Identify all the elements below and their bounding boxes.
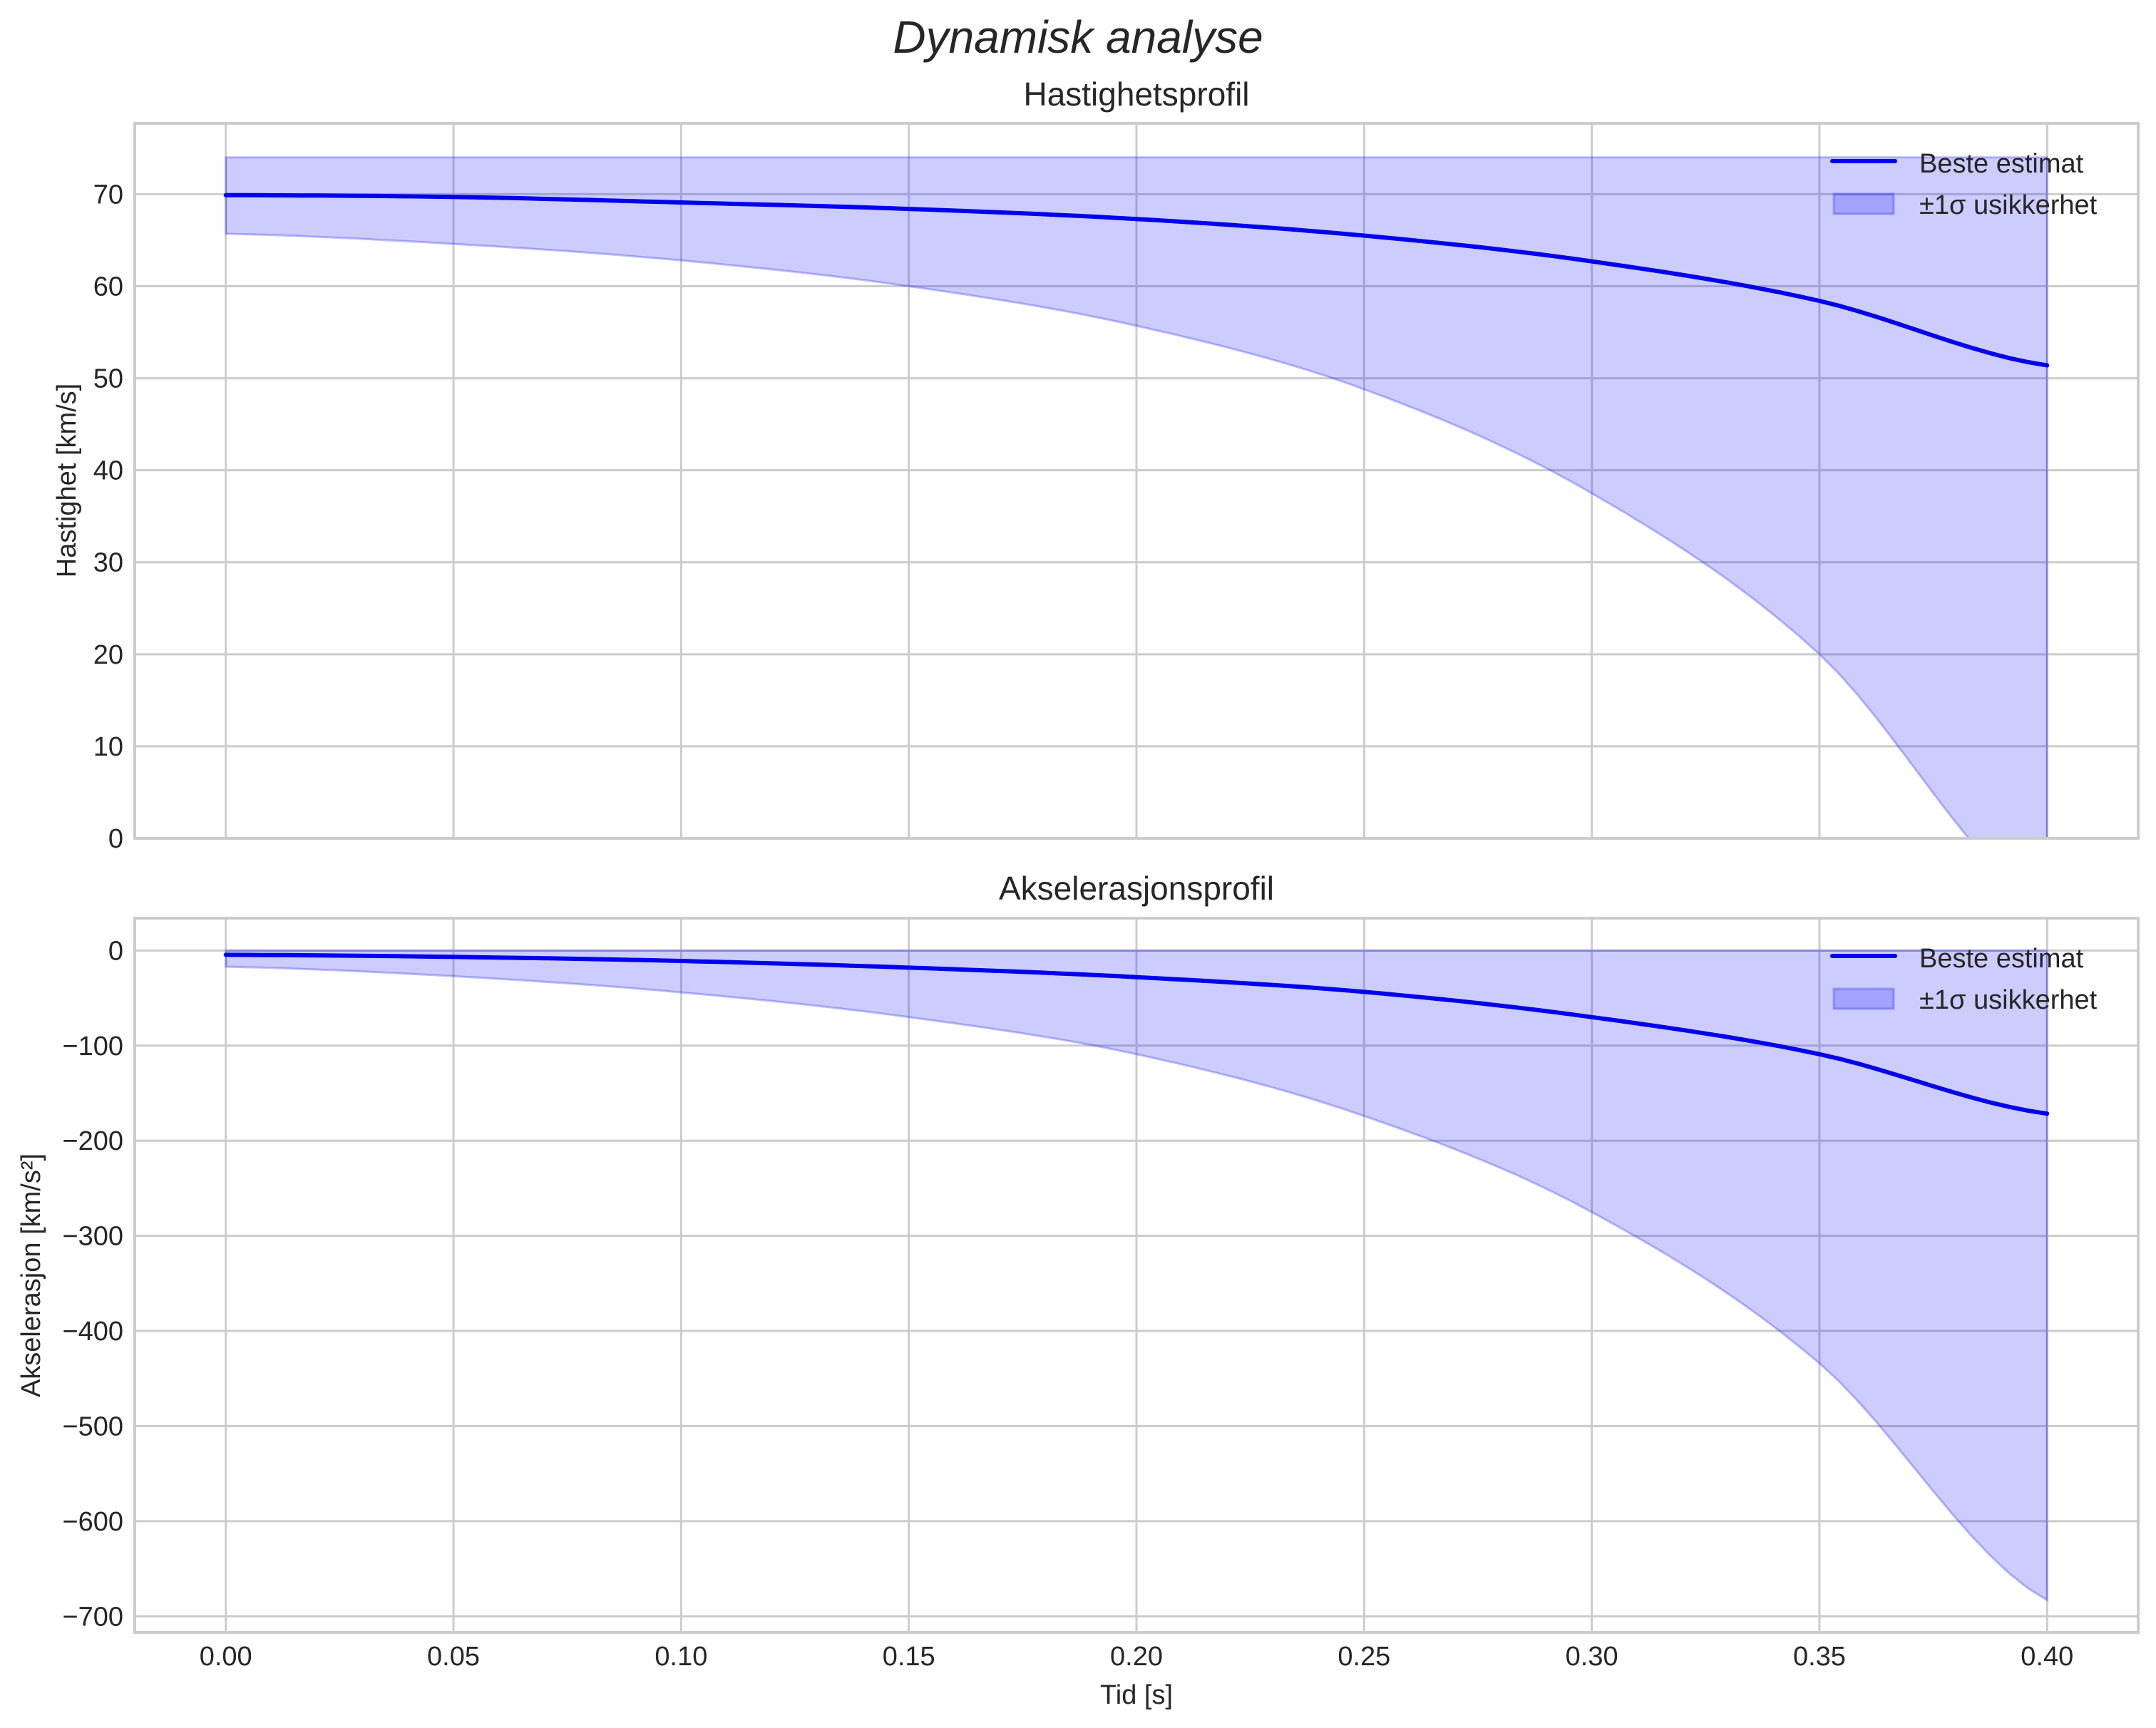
x-tick-label: 0.20 [1110, 1642, 1163, 1672]
acceleration-x-tick-labels: 0.00 0.05 0.10 0.15 0.20 0.25 0.30 0.35 0.40 [200, 1642, 2074, 1672]
y-tick-label: 60 [93, 272, 123, 302]
y-tick-label: −700 [62, 1602, 123, 1632]
x-tick-label: 0.00 [200, 1642, 252, 1672]
y-tick-label: 50 [93, 364, 123, 394]
y-tick-label: 70 [93, 180, 123, 210]
velocity-best-estimate-line [223, 192, 2050, 368]
y-tick-label: −100 [62, 1032, 123, 1061]
best-estimate-path [223, 952, 2050, 1116]
x-tick-label: 0.05 [427, 1642, 480, 1672]
velocity-uncertainty-band [225, 156, 2048, 838]
y-tick-label: −600 [62, 1507, 123, 1537]
acceleration-best-estimate-line [223, 952, 2050, 1116]
legend-band-swatch-icon [1832, 192, 1895, 215]
velocity-y-tick-labels: 0 10 20 30 40 50 60 70 [93, 180, 123, 854]
x-tick-label: 0.15 [883, 1642, 935, 1672]
uncertainty-band-area [225, 949, 2048, 1603]
y-tick-label: −400 [62, 1317, 123, 1347]
velocity-subplot: Hastighetsprofil 0 10 20 30 40 50 60 70 Hastigh… [52, 76, 2140, 854]
legend-label-uncertainty: ±1σ usikkerhet [1919, 190, 2098, 220]
y-tick-label: −200 [62, 1126, 123, 1156]
y-tick-label: 0 [108, 936, 123, 966]
x-tick-label: 0.35 [1793, 1642, 1846, 1672]
acceleration-gridlines [135, 918, 2138, 1632]
acceleration-y-tick-labels: 0 −100 −200 −300 −400 −500 −600 −700 [62, 936, 123, 1632]
best-estimate-path [223, 192, 2050, 368]
x-tick-label: 0.30 [1566, 1642, 1618, 1672]
y-tick-label: 30 [93, 548, 123, 578]
figure-title: Dynamisk analyse [893, 11, 1263, 63]
acceleration-axes-frame [133, 917, 2140, 1634]
velocity-legend: Beste estimat ±1σ usikkerhet [1830, 149, 2098, 220]
y-tick-label: 20 [93, 640, 123, 670]
x-tick-label: 0.25 [1338, 1642, 1390, 1672]
acceleration-uncertainty-band [225, 949, 2048, 1603]
velocity-axes-frame [133, 122, 2140, 840]
y-tick-label: 40 [93, 456, 123, 486]
velocity-subplot-title: Hastighetsprofil [1023, 76, 1249, 113]
legend-label-best-estimate: Beste estimat [1919, 944, 2084, 974]
legend-label-best-estimate: Beste estimat [1919, 149, 2084, 179]
acceleration-subplot-title: Akselerasjonsprofil [999, 870, 1274, 907]
acceleration-legend: Beste estimat ±1σ usikkerhet [1830, 944, 2098, 1015]
legend-label-uncertainty: ±1σ usikkerhet [1919, 985, 2098, 1015]
legend-band-swatch-icon [1832, 987, 1895, 1010]
x-tick-label: 0.10 [654, 1642, 707, 1672]
y-tick-label: 0 [108, 824, 123, 854]
y-tick-label: 10 [93, 732, 123, 762]
y-tick-label: −500 [62, 1411, 123, 1441]
x-axis-label: Tid [s] [1100, 1680, 1173, 1710]
acceleration-subplot: Akselerasjonsprofil 0 −100 −200 −300 −400 −50… [16, 870, 2140, 1710]
velocity-y-axis-label: Hastighet [km/s] [52, 384, 82, 577]
y-tick-label: −300 [62, 1222, 123, 1252]
x-tick-label: 0.40 [2021, 1642, 2073, 1672]
acceleration-y-axis-label: Akselerasjon [km/s²] [16, 1153, 46, 1397]
uncertainty-band-area [225, 156, 2048, 838]
